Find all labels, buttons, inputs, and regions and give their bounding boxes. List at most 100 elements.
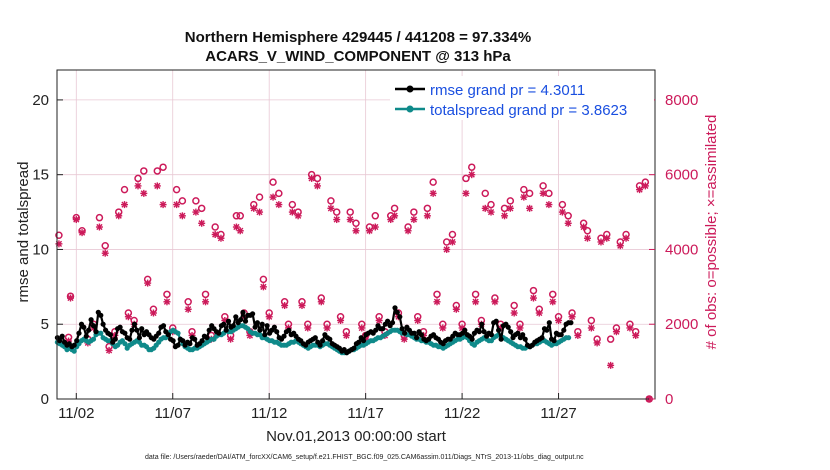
series-point-rmse-123 <box>351 345 357 351</box>
series-point-rmse-148 <box>411 330 417 336</box>
obs-assimilated-marker-75 <box>423 212 431 220</box>
series-point-rmse-52 <box>180 338 186 344</box>
series-point-rmse-137 <box>385 318 391 324</box>
obs-assimilated-marker-52 <box>313 182 321 190</box>
obs-assimilated-marker-25 <box>184 305 192 313</box>
obs-possible-marker-88 <box>487 200 495 209</box>
series-point-rmse-91 <box>274 329 280 335</box>
series-point-rmse-86 <box>262 332 268 338</box>
series-point-rmse-141 <box>394 309 400 315</box>
obs-possible-marker-27 <box>192 197 200 205</box>
obs-assimilated-marker-28 <box>198 219 206 227</box>
obs-count-markers <box>55 163 653 403</box>
series-point-rmse-24 <box>112 336 118 342</box>
series-point-rmse-182 <box>493 318 499 324</box>
obs-possible-marker-52 <box>313 174 322 183</box>
obs-assimilated-marker-118 <box>632 331 640 339</box>
obs-assimilated-marker-93 <box>510 309 518 317</box>
series-point-rmse-22 <box>107 332 113 338</box>
x-tick-label-2: 11/12 <box>251 405 287 422</box>
series-point-rmse-11 <box>81 324 87 330</box>
obs-assimilated-marker-81 <box>452 305 460 313</box>
obs-possible-marker-40 <box>255 193 264 201</box>
obs-possible-marker-43 <box>269 178 277 186</box>
series-point-rmse-34 <box>136 335 142 341</box>
obs-assimilated-marker-32 <box>217 234 225 242</box>
obs-possible-marker-64 <box>371 212 380 220</box>
obs-possible-marker-24 <box>178 197 187 205</box>
obs-possible-marker-83 <box>462 174 470 183</box>
obs-possible-marker-36 <box>236 212 245 220</box>
obs-possible-marker-108 <box>583 227 592 235</box>
series-point-rmse-175 <box>476 329 482 335</box>
obs-assimilated-marker-79 <box>443 245 451 253</box>
y-axis-label-right: # of obs: o=possible; ×=assimilated <box>703 115 720 350</box>
series-point-rmse-85 <box>259 321 265 327</box>
obs-assimilated-marker-77 <box>433 298 441 306</box>
series-point-rmse-67 <box>216 330 222 336</box>
obs-possible-marker-15 <box>134 174 142 183</box>
obs-assimilated-marker-49 <box>298 302 306 310</box>
obs-assimilated-marker-60 <box>352 227 360 235</box>
obs-assimilated-marker-115 <box>616 242 624 250</box>
series-point-rmse-77 <box>240 309 246 315</box>
obs-possible-marker-103 <box>558 200 567 209</box>
legend-spread-label: totalspread grand pr = 3.8623 <box>430 102 627 119</box>
series-point-rmse-55 <box>187 341 193 347</box>
obs-assimilated-marker-104 <box>564 219 572 227</box>
series-point-rmse-151 <box>418 332 424 338</box>
obs-possible-marker-59 <box>346 208 354 216</box>
series-point-rmse-82 <box>252 324 258 330</box>
obs-assimilated-marker-65 <box>375 316 383 324</box>
series-point-spread-7 <box>71 348 77 354</box>
series-point-rmse-144 <box>402 330 408 336</box>
plot-frame <box>56 69 656 400</box>
series-point-rmse-70 <box>223 327 229 333</box>
series-point-rmse-9 <box>76 330 82 336</box>
series-point-rmse-81 <box>250 311 256 317</box>
series-point-rmse-194 <box>522 336 528 342</box>
obs-assimilated-marker-8 <box>101 249 109 257</box>
obs-assimilated-marker-85 <box>472 298 480 306</box>
obs-assimilated-marker-48 <box>294 212 302 220</box>
series-point-rmse-15 <box>90 323 97 329</box>
series-point-rmse-177 <box>481 329 487 335</box>
obs-assimilated-marker-4 <box>78 229 86 237</box>
series-point-rmse-32 <box>131 321 138 327</box>
obs-possible-marker-16 <box>140 167 148 175</box>
legend-spread-marker <box>406 105 414 113</box>
series-point-rmse-28 <box>122 330 128 336</box>
series-point-spread-212 <box>566 335 572 341</box>
obs-assimilated-marker-71 <box>404 227 412 235</box>
data-file-footer: data file: /Users/raeder/DAI/ATM_forcXX/… <box>145 454 584 461</box>
series-point-rmse-62 <box>204 335 210 341</box>
obs-possible-marker-104 <box>564 212 572 220</box>
obs-assimilated-marker-34 <box>227 335 235 343</box>
obs-assimilated-marker-57 <box>337 316 345 324</box>
series-point-spread-15 <box>90 336 97 342</box>
obs-assimilated-marker-63 <box>366 227 374 235</box>
series-point-rmse-8 <box>74 338 80 344</box>
obs-assimilated-marker-117 <box>626 324 634 332</box>
obs-assimilated-marker-21 <box>163 298 171 306</box>
series-point-rmse-69 <box>221 321 227 327</box>
obs-assimilated-marker-80 <box>448 238 456 246</box>
series-point-rmse-42 <box>156 330 162 336</box>
obs-assimilated-marker-108 <box>583 234 591 242</box>
obs-assimilated-marker-120 <box>641 182 649 190</box>
obs-possible-marker-25 <box>184 298 192 306</box>
series-point-rmse-184 <box>498 336 504 342</box>
legend-rmse-marker <box>406 85 414 93</box>
obs-assimilated-marker-24 <box>178 212 186 220</box>
obs-assimilated-marker-95 <box>520 193 528 201</box>
obs-possible-marker-87 <box>481 189 489 198</box>
series-point-rmse-113 <box>327 336 333 342</box>
series-point-rmse-210 <box>561 327 567 333</box>
obs-assimilated-marker-83 <box>462 189 470 197</box>
obs-assimilated-marker-50 <box>304 324 312 332</box>
obs-assimilated-marker-23 <box>173 201 181 209</box>
series-point-rmse-139 <box>389 320 396 326</box>
obs-possible-marker-8 <box>101 241 109 250</box>
obs-possible-marker-56 <box>332 208 341 216</box>
